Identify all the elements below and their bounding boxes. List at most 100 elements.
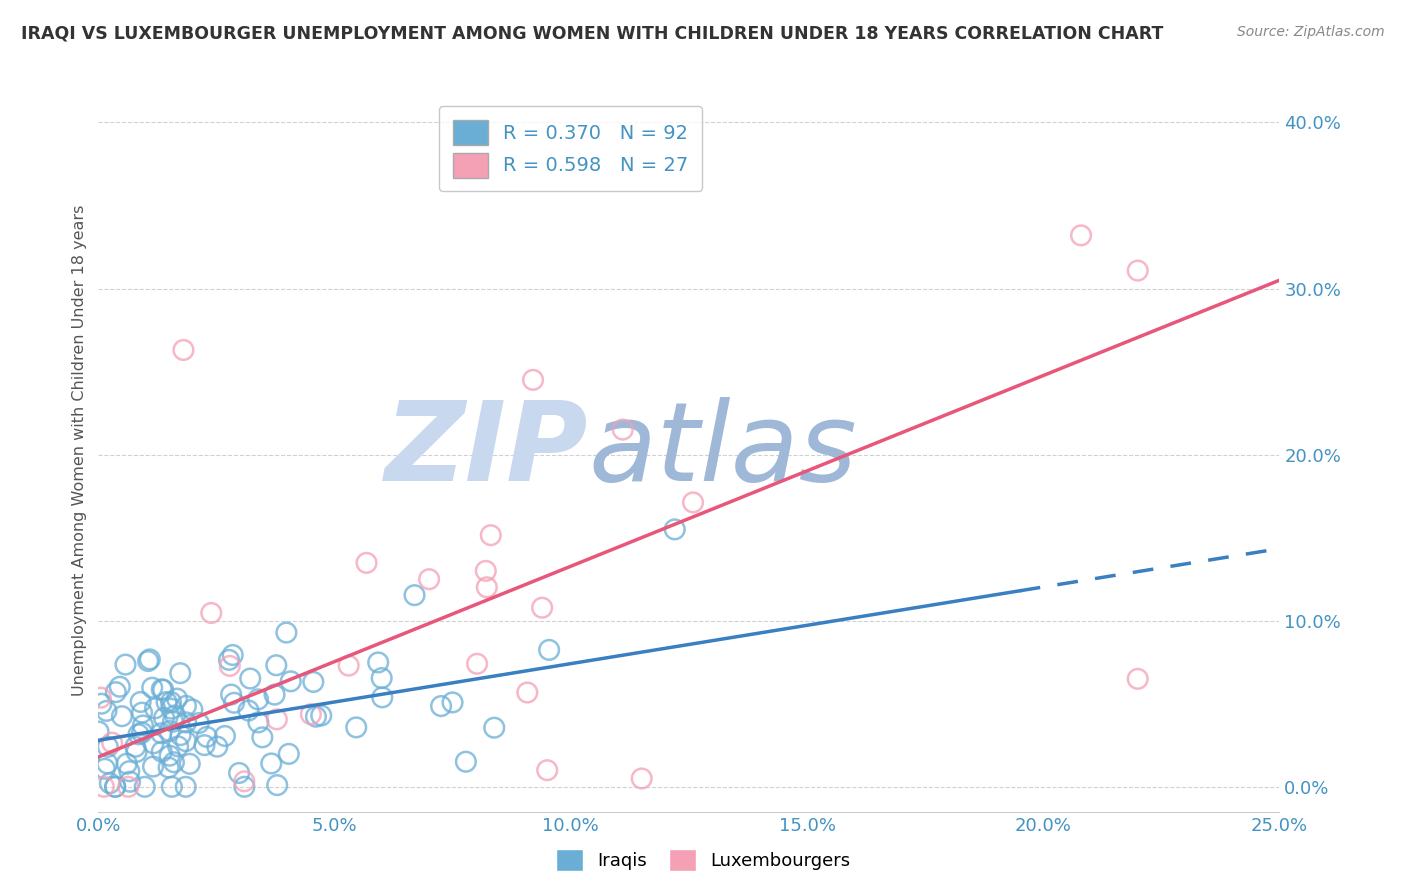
Legend: Iraqis, Luxembourgers: Iraqis, Luxembourgers xyxy=(548,842,858,879)
Point xyxy=(266,712,288,726)
Point xyxy=(96,704,118,718)
Point xyxy=(142,759,165,773)
Point xyxy=(141,681,163,695)
Point xyxy=(96,756,118,771)
Point xyxy=(150,726,173,740)
Point xyxy=(522,373,544,387)
Point xyxy=(90,697,112,711)
Point xyxy=(682,495,704,509)
Point xyxy=(516,685,538,699)
Point xyxy=(97,739,120,754)
Point xyxy=(276,625,298,640)
Point xyxy=(305,709,328,723)
Point xyxy=(153,711,176,725)
Point xyxy=(612,423,634,437)
Point xyxy=(87,724,110,739)
Point xyxy=(531,600,554,615)
Point xyxy=(136,654,159,668)
Point xyxy=(195,730,218,744)
Point xyxy=(219,688,242,702)
Text: ZIP: ZIP xyxy=(385,397,589,504)
Point xyxy=(124,739,146,754)
Point xyxy=(162,714,184,729)
Point xyxy=(187,716,209,731)
Point xyxy=(404,588,426,602)
Point xyxy=(174,780,197,794)
Point xyxy=(163,756,186,770)
Point xyxy=(128,727,150,741)
Point xyxy=(536,763,558,777)
Point xyxy=(98,776,121,790)
Point xyxy=(484,721,506,735)
Point xyxy=(117,780,139,794)
Point xyxy=(441,695,464,709)
Point xyxy=(160,780,183,794)
Point xyxy=(94,762,117,776)
Point xyxy=(344,720,367,734)
Point xyxy=(115,756,138,771)
Point xyxy=(266,658,288,673)
Point xyxy=(104,780,127,794)
Point xyxy=(143,701,166,715)
Point xyxy=(238,704,260,718)
Point xyxy=(120,774,142,789)
Point xyxy=(169,666,191,681)
Point xyxy=(247,715,270,730)
Point xyxy=(104,780,127,794)
Point xyxy=(214,729,236,743)
Point xyxy=(263,688,285,702)
Y-axis label: Unemployment Among Women with Children Under 18 years: Unemployment Among Women with Children U… xyxy=(72,205,87,696)
Point xyxy=(247,692,270,706)
Point xyxy=(179,756,201,771)
Point xyxy=(222,696,245,710)
Point xyxy=(218,659,240,673)
Point xyxy=(125,745,148,759)
Point xyxy=(630,772,652,786)
Point xyxy=(233,774,256,789)
Point xyxy=(430,699,453,714)
Point xyxy=(222,648,245,662)
Point xyxy=(174,698,197,713)
Point xyxy=(159,748,181,763)
Point xyxy=(131,706,153,720)
Point xyxy=(280,674,302,689)
Point xyxy=(155,695,177,709)
Point xyxy=(172,343,194,357)
Point xyxy=(165,708,187,723)
Point xyxy=(174,734,197,748)
Point xyxy=(1126,263,1149,277)
Point xyxy=(90,690,112,705)
Point xyxy=(475,564,498,578)
Point xyxy=(159,724,181,739)
Point xyxy=(160,695,183,709)
Point xyxy=(309,708,332,723)
Point xyxy=(371,690,394,705)
Point xyxy=(193,738,215,752)
Point xyxy=(169,728,191,742)
Text: Source: ZipAtlas.com: Source: ZipAtlas.com xyxy=(1237,25,1385,39)
Point xyxy=(233,780,256,794)
Point xyxy=(132,718,155,732)
Point xyxy=(228,766,250,780)
Point xyxy=(302,674,325,689)
Point xyxy=(538,643,561,657)
Text: IRAQI VS LUXEMBOURGER UNEMPLOYMENT AMONG WOMEN WITH CHILDREN UNDER 18 YEARS CORR: IRAQI VS LUXEMBOURGER UNEMPLOYMENT AMONG… xyxy=(21,25,1164,43)
Point xyxy=(479,528,502,542)
Point xyxy=(174,715,197,730)
Point xyxy=(200,606,222,620)
Point xyxy=(356,556,378,570)
Point xyxy=(475,580,498,594)
Point xyxy=(101,736,124,750)
Point xyxy=(218,653,240,667)
Text: atlas: atlas xyxy=(589,397,858,504)
Point xyxy=(1126,672,1149,686)
Point xyxy=(139,652,162,666)
Point xyxy=(129,695,152,709)
Point xyxy=(260,756,283,771)
Point xyxy=(152,682,174,697)
Point xyxy=(367,656,389,670)
Point xyxy=(337,658,360,673)
Point xyxy=(1070,228,1092,243)
Point xyxy=(239,672,262,686)
Point xyxy=(370,671,392,685)
